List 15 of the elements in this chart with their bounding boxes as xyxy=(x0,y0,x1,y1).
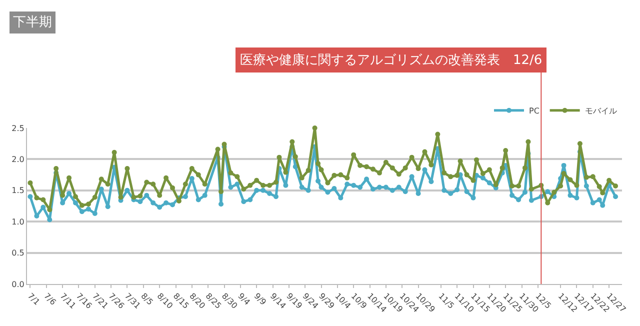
chart-title: 下半期 xyxy=(13,15,52,30)
ref-line-label: 医療や健康に関するアルゴリズムの改善発表 12/6 xyxy=(240,52,542,68)
legend-label: PC xyxy=(529,106,540,116)
y-tick-label: 2.0 xyxy=(12,155,24,164)
x-tick-label: 9/4 xyxy=(236,291,252,307)
y-tick-label: 0.5 xyxy=(12,248,24,258)
y-tick-label: 1.0 xyxy=(12,217,24,226)
x-tick-label: 7/6 xyxy=(42,291,58,307)
legend-label: モバイル xyxy=(584,106,617,116)
x-tick-label: 8/5 xyxy=(139,291,155,307)
y-tick-label: 2.5 xyxy=(12,124,24,133)
x-tick-label: 7/1 xyxy=(26,291,42,307)
x-tick-label: 9/9 xyxy=(252,291,268,307)
y-tick-label: 1.5 xyxy=(12,186,24,196)
y-tick-label: 0.0 xyxy=(12,280,24,289)
